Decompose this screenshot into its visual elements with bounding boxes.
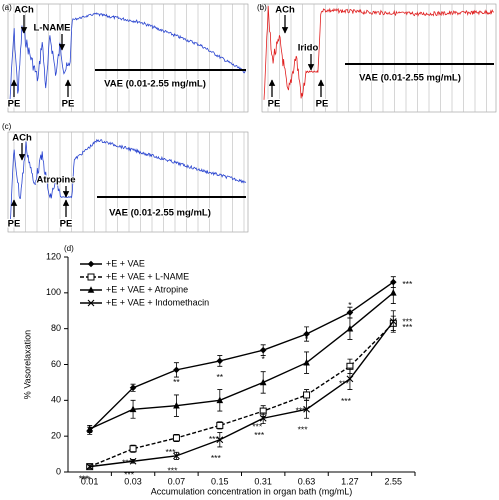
significance: *** xyxy=(167,466,178,476)
significance: *** xyxy=(402,279,413,289)
marker xyxy=(346,375,354,383)
marker xyxy=(87,273,95,281)
y-tick-label: 20 xyxy=(51,431,61,441)
marker xyxy=(303,405,310,413)
x-tick-label: 1.27 xyxy=(341,476,359,486)
significance: ** xyxy=(173,377,180,387)
tracing xyxy=(9,138,247,224)
marker xyxy=(259,414,267,422)
marker xyxy=(259,378,267,386)
tracing xyxy=(263,5,494,100)
significance: *** xyxy=(81,475,92,485)
marker xyxy=(303,358,310,366)
series-line xyxy=(89,321,394,468)
y-tick-label: 60 xyxy=(51,359,61,369)
annotation: PE xyxy=(268,99,281,110)
significance: *** xyxy=(79,474,90,484)
marker xyxy=(129,445,137,453)
panel-label: (b) xyxy=(257,3,267,12)
marker xyxy=(216,396,224,404)
marker xyxy=(173,452,180,460)
marker xyxy=(346,324,354,332)
significance: * xyxy=(262,354,266,364)
annotation: Irido xyxy=(298,43,319,54)
legend-label: +E + VAE + Atropine xyxy=(106,284,188,294)
significance: ** xyxy=(217,372,224,382)
marker xyxy=(172,434,180,442)
marker xyxy=(216,357,224,365)
marker xyxy=(129,457,137,465)
significance: *** xyxy=(211,453,222,463)
annotation: VAE (0.01-2.55 mg/mL) xyxy=(359,73,461,84)
marker xyxy=(216,421,224,429)
significance: *** xyxy=(209,434,220,444)
x-tick-label: 2.55 xyxy=(385,476,403,486)
significance: * xyxy=(305,334,309,344)
x-tick-label: 0.63 xyxy=(298,476,316,486)
y-tick-label: 80 xyxy=(51,323,61,333)
significance: *** xyxy=(339,379,350,389)
x-tick-label: 0.07 xyxy=(168,476,186,486)
annotation: PE xyxy=(62,99,75,110)
series-line xyxy=(89,281,394,432)
marker xyxy=(173,366,180,374)
annotation: VAE (0.01-2.55 mg/mL) xyxy=(109,208,211,219)
legend-label: +E + VAE + Indomethacin xyxy=(106,297,209,307)
marker xyxy=(87,260,95,268)
marker xyxy=(346,309,354,316)
legend-label: +E + VAE xyxy=(106,258,145,268)
annotation: PE xyxy=(8,99,21,110)
annotation: PE xyxy=(8,219,21,230)
annotation: L-NAME xyxy=(34,23,71,34)
annotation: ACh xyxy=(275,5,295,16)
marker xyxy=(173,401,180,409)
annotation: PE xyxy=(316,99,329,110)
annotation: ACh xyxy=(12,133,32,144)
significance: *** xyxy=(252,422,263,432)
panel-label: (d) xyxy=(64,244,74,253)
significance: * xyxy=(348,300,352,310)
significance: *** xyxy=(254,430,265,440)
y-axis-label: % Vasorelaxation xyxy=(22,330,32,399)
tracing xyxy=(9,12,247,100)
significance: *** xyxy=(402,322,413,332)
panel-label: (a) xyxy=(2,3,12,12)
marker xyxy=(86,425,93,432)
marker xyxy=(87,299,95,307)
y-tick-label: 40 xyxy=(51,395,61,405)
annotation: PE xyxy=(60,219,73,230)
significance: *** xyxy=(341,396,352,406)
significance: *** xyxy=(402,317,413,327)
marker xyxy=(390,289,397,296)
series-line xyxy=(89,322,394,468)
marker xyxy=(87,286,95,293)
marker xyxy=(129,405,137,413)
significance: *** xyxy=(165,447,176,457)
panel-label: (c) xyxy=(2,122,12,131)
annotation: ACh xyxy=(14,5,34,16)
marker xyxy=(303,391,311,399)
marker xyxy=(129,384,137,392)
y-tick-label: 100 xyxy=(46,287,61,297)
annotation: Atropine xyxy=(36,175,75,186)
y-tick-label: 0 xyxy=(56,466,61,476)
annotation: VAE (0.01-2.55 mg/mL) xyxy=(104,79,206,90)
x-axis-label: Accumulation concentration in organ bath… xyxy=(151,486,353,496)
y-tick-label: 120 xyxy=(46,251,61,261)
x-tick-label: 0.03 xyxy=(124,476,142,486)
x-tick-label: 0.31 xyxy=(254,476,272,486)
legend-label: +E + VAE + L-NAME xyxy=(106,271,189,281)
marker xyxy=(216,436,224,444)
significance: *** xyxy=(298,424,309,434)
significance: * xyxy=(131,383,135,393)
marker xyxy=(259,346,267,354)
series-line xyxy=(89,292,394,430)
significance: *** xyxy=(124,469,135,479)
marker xyxy=(86,463,94,471)
x-tick-label: 0.01 xyxy=(81,476,99,486)
marker xyxy=(303,330,310,338)
x-tick-label: 0.15 xyxy=(211,476,229,486)
marker xyxy=(389,318,397,325)
